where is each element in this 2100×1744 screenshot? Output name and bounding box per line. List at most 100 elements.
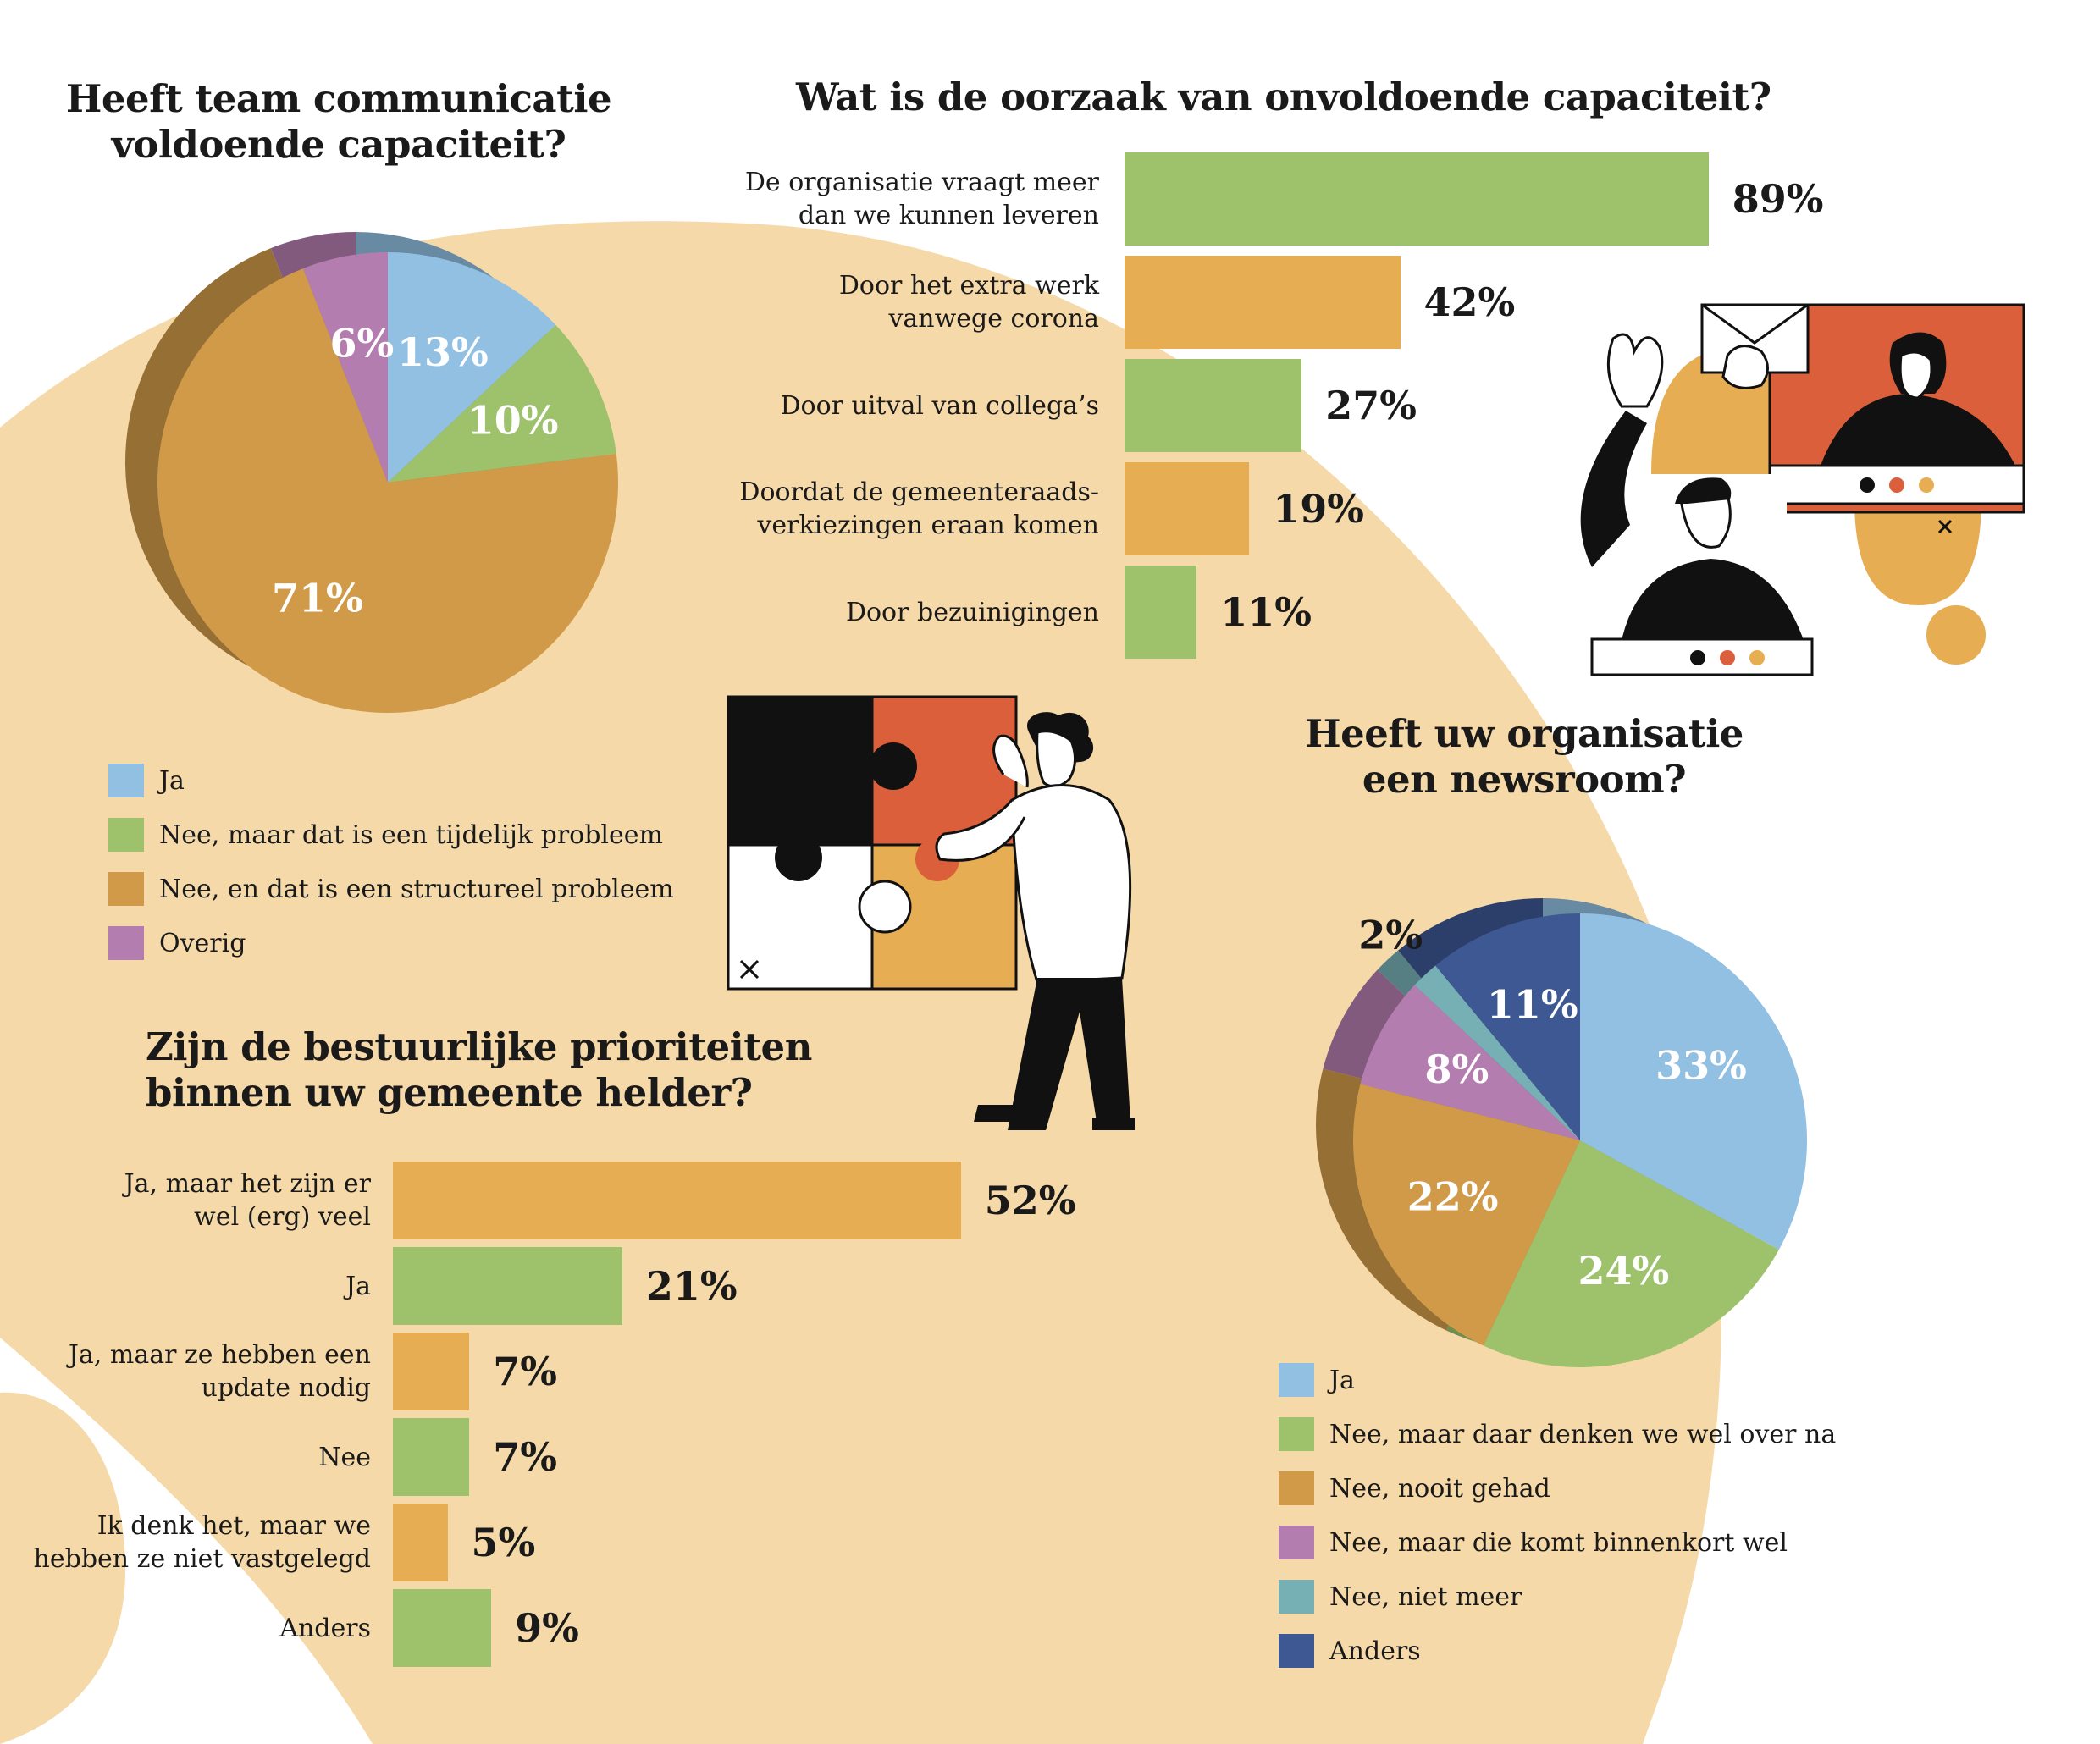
pie-slice-label: 33% [1655, 1042, 1747, 1088]
bar-category-label-line: dan we kunnen leveren [798, 201, 1099, 230]
legend-label: Nee, en dat is een structureel probleem [159, 874, 674, 904]
bar [1125, 256, 1401, 349]
bar-value-label: 27% [1325, 383, 1417, 428]
pie-labels: 13% 10% 71% 6% [272, 321, 558, 621]
legend-swatch [108, 764, 144, 797]
legend-label: Nee, niet meer [1329, 1581, 1522, 1612]
bar [393, 1504, 448, 1581]
pie-slice [302, 252, 388, 483]
bar-value-label: 21% [645, 1263, 738, 1309]
pie-top [158, 252, 619, 713]
legend-item: Nee, en dat is een structureel probleem [108, 862, 674, 916]
bar-category-label-line: Door uitval van collega’s [780, 390, 1099, 421]
legend-label: Ja [1329, 1365, 1355, 1395]
legend-item: Nee, nooit gehad [1279, 1461, 1836, 1515]
legend-swatch [1279, 1471, 1314, 1505]
pie-slice-label: 13% [397, 329, 489, 375]
bar-category-label-line: Ja, maar ze hebben een [68, 1340, 371, 1370]
bar-category-label-line: Door bezuinigingen [845, 597, 1099, 627]
chart4-title-line: Heeft uw organisatie [1305, 711, 1744, 756]
bar-category-label-line: Door het extra werk [838, 271, 1099, 301]
chart4-legend: Ja Nee, maar daar denken we wel over na Ne… [1279, 1353, 1836, 1678]
bar-category-label-line: vanwege corona [888, 304, 1099, 334]
pie-slice-label: 24% [1578, 1248, 1669, 1294]
pie-slice-label: 2% [1358, 913, 1423, 958]
bar-category-label: Door bezuinigingen [506, 566, 1099, 659]
bar [1125, 152, 1709, 246]
legend-label: Nee, maar dat is een tijdelijk probleem [159, 820, 663, 850]
chart1-legend: Ja Nee, maar dat is een tijdelijk problee… [108, 753, 674, 970]
pie-slice [1414, 965, 1580, 1140]
bar [393, 1162, 961, 1239]
bar-category-label-line: Ja [345, 1271, 371, 1301]
bar-category-label-line: hebben ze niet vastgelegd [33, 1544, 371, 1574]
pie-slice [388, 324, 616, 483]
bar [1125, 566, 1197, 659]
legend-item: Nee, maar dat is een tijdelijk probleem [108, 808, 674, 862]
legend-item: Nee, maar die komt binnenkort wel [1279, 1515, 1836, 1570]
bar [1125, 359, 1302, 452]
chart1-title: Heeft team communicatie voldoende capaci… [34, 76, 644, 168]
bar-category-label-line: verkiezingen eraan komen [757, 511, 1099, 540]
bar-value-label: 7% [493, 1349, 558, 1394]
pie-slice [1435, 913, 1580, 1140]
chart1-title-line: Heeft team communicatie [65, 76, 612, 121]
pie-slice [1580, 913, 1807, 1250]
legend-swatch [108, 872, 144, 906]
pie-slice [388, 252, 556, 483]
legend-label: Nee, nooit gehad [1329, 1473, 1550, 1504]
legend-swatch [108, 926, 144, 960]
bar-value-label: 42% [1423, 279, 1516, 325]
legend-swatch [1279, 1580, 1314, 1614]
pie-slice-label: 10% [467, 398, 559, 444]
bar-category-label-line: De organisatie vraagt meer [744, 168, 1099, 197]
bar-category-label: De organisatie vraagt meer dan we kunnen … [506, 152, 1099, 246]
legend-label: Nee, maar die komt binnenkort wel [1329, 1527, 1788, 1558]
pie-slice-label: 6% [330, 321, 395, 367]
bar-category-label-line: update nodig [201, 1373, 371, 1403]
bar-category-label-line: wel (erg) veel [194, 1202, 371, 1232]
legend-item: Anders [1279, 1624, 1836, 1678]
chart1-title-line: voldoende capaciteit? [111, 122, 566, 167]
chart4-title: Heeft uw organisatie een newsroom? [1270, 711, 1778, 803]
pie-slice-label: 71% [272, 575, 363, 621]
legend-swatch [1279, 1526, 1314, 1559]
video-call-illustration [1580, 303, 2025, 676]
bar-value-label: 89% [1732, 176, 1824, 222]
legend-swatch [1279, 1363, 1314, 1397]
chart3-title: Zijn de bestuurlijke prioriteiten binnen… [146, 1024, 812, 1116]
bar-category-label: Ja, maar ze hebben een update nodig [0, 1333, 371, 1410]
bar-category-label-line: Anders [279, 1613, 371, 1643]
pie-slice [158, 268, 619, 713]
pie-slice-label: 8% [1425, 1046, 1489, 1092]
legend-item: Nee, niet meer [1279, 1570, 1836, 1624]
bar-category-label: Anders [0, 1589, 371, 1667]
legend-label: Ja [159, 765, 185, 796]
bar [1125, 462, 1250, 555]
bar-category-label: Doordat de gemeenteraads-verkiezingen er… [506, 462, 1099, 555]
bar-value-label: 11% [1220, 589, 1312, 635]
pie-labels: 33% 24% 22% 8% 2% 11% [1358, 913, 1747, 1294]
pie-slice-label: 11% [1487, 982, 1578, 1028]
bar-category-label-line: Nee [318, 1442, 371, 1472]
bar-value-label: 7% [493, 1434, 558, 1480]
legend-item: Ja [108, 753, 674, 808]
legend-label: Overig [159, 928, 246, 958]
bar-category-label-line: Ja, maar het zijn er [124, 1169, 371, 1199]
bar-category-label: Door uitval van collega’s [506, 359, 1099, 452]
bar-value-label: 19% [1273, 486, 1364, 532]
legend-swatch [108, 818, 144, 852]
bar-category-label: Nee [0, 1418, 371, 1496]
background-blob-small [0, 1392, 125, 1744]
puzzle-illustration [727, 695, 1135, 1130]
chart4-title-line: een newsroom? [1362, 757, 1687, 802]
pie-slice [1360, 985, 1580, 1140]
bar-value-label: 5% [471, 1520, 536, 1565]
bar-category-label-line: Ik denk het, maar we [97, 1511, 371, 1541]
chart2-title: Wat is de oorzaak van onvoldoende capaci… [796, 75, 1771, 119]
bar-value-label: 52% [984, 1178, 1076, 1223]
legend-swatch [1279, 1417, 1314, 1451]
pie-slice [1353, 1084, 1580, 1346]
